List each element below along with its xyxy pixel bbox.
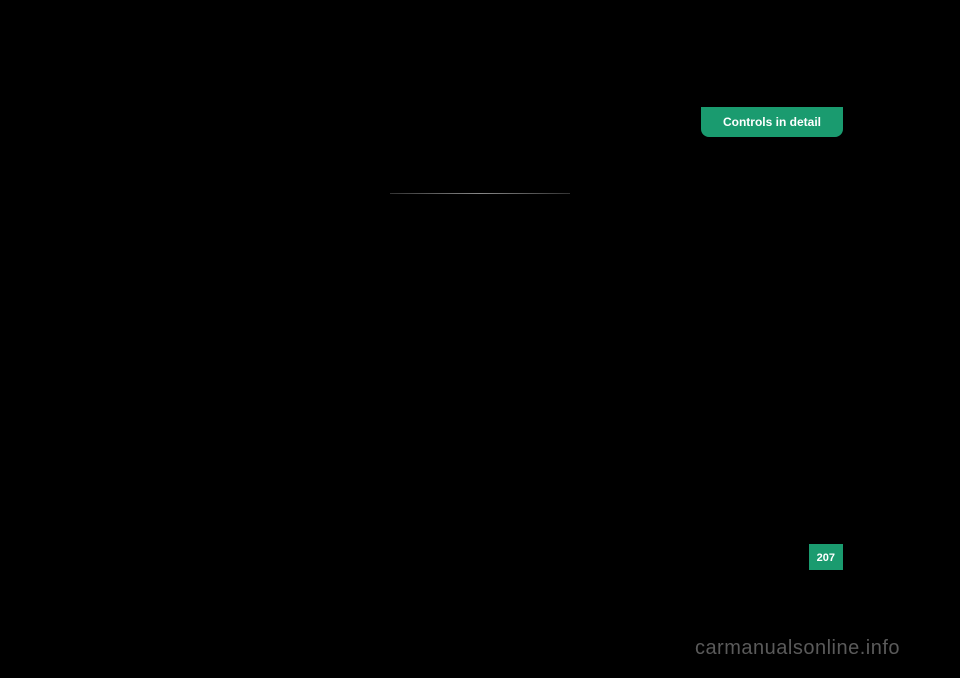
page-number: 207: [817, 552, 835, 564]
header-tab: Controls in detail: [701, 107, 843, 137]
page-number-box: 207: [809, 544, 843, 570]
divider-line: [390, 193, 570, 194]
header-title: Controls in detail: [723, 115, 821, 129]
watermark-text: carmanualsonline.info: [695, 637, 900, 660]
